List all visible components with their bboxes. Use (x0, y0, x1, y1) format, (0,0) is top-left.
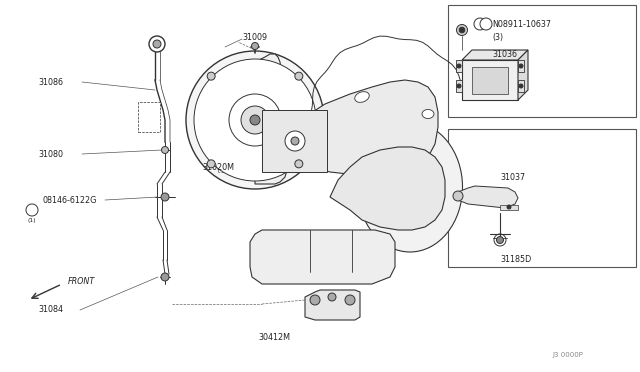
Ellipse shape (241, 106, 269, 134)
Circle shape (519, 84, 523, 88)
Circle shape (153, 40, 161, 48)
Text: N: N (484, 22, 488, 26)
Circle shape (295, 160, 303, 168)
Polygon shape (288, 80, 438, 177)
Bar (448, 129, 636, 267)
Text: 31036: 31036 (492, 49, 517, 58)
Circle shape (252, 42, 259, 49)
Text: J3 0000P: J3 0000P (552, 352, 583, 358)
Circle shape (161, 273, 169, 281)
Ellipse shape (186, 51, 324, 189)
Text: 31037: 31037 (500, 173, 525, 182)
Bar (448, 5, 636, 117)
Text: 31185D: 31185D (500, 256, 531, 264)
Text: FRONT: FRONT (68, 278, 95, 286)
Circle shape (295, 72, 303, 80)
Circle shape (26, 204, 38, 216)
Polygon shape (456, 80, 462, 92)
Polygon shape (518, 80, 524, 92)
Polygon shape (462, 50, 528, 60)
Polygon shape (255, 54, 290, 184)
Text: 31086: 31086 (38, 77, 63, 87)
Text: (3): (3) (492, 32, 503, 42)
Text: N08911-10637: N08911-10637 (492, 19, 551, 29)
Polygon shape (518, 60, 524, 72)
Circle shape (328, 293, 336, 301)
Ellipse shape (250, 115, 260, 125)
Polygon shape (472, 67, 508, 94)
Bar (138, 102, 160, 132)
Ellipse shape (355, 92, 369, 102)
Circle shape (457, 64, 461, 68)
Text: B: B (30, 208, 34, 212)
Circle shape (456, 25, 467, 35)
Circle shape (497, 237, 504, 244)
Text: 30412M: 30412M (258, 333, 290, 341)
Circle shape (459, 27, 465, 33)
Circle shape (291, 137, 299, 145)
Polygon shape (456, 60, 462, 72)
Ellipse shape (194, 59, 316, 181)
Circle shape (457, 84, 461, 88)
Circle shape (519, 64, 523, 68)
Circle shape (149, 36, 165, 52)
Circle shape (207, 160, 215, 168)
Polygon shape (330, 147, 445, 230)
Ellipse shape (358, 122, 463, 252)
Text: (1): (1) (28, 218, 36, 222)
Ellipse shape (422, 109, 434, 119)
Text: 31084: 31084 (38, 305, 63, 314)
Ellipse shape (229, 94, 281, 146)
Circle shape (474, 18, 486, 30)
Circle shape (480, 18, 492, 30)
Polygon shape (500, 205, 518, 210)
Circle shape (345, 295, 355, 305)
Circle shape (285, 131, 305, 151)
Circle shape (453, 191, 463, 201)
Text: N: N (477, 22, 483, 26)
Circle shape (507, 205, 511, 209)
Polygon shape (518, 50, 528, 100)
Polygon shape (458, 186, 518, 208)
Circle shape (161, 147, 168, 154)
Circle shape (310, 295, 320, 305)
Polygon shape (250, 230, 395, 284)
Text: 31020M: 31020M (202, 163, 234, 171)
FancyBboxPatch shape (262, 110, 327, 172)
Text: 31080: 31080 (38, 150, 63, 158)
Circle shape (207, 72, 215, 80)
Text: 31009: 31009 (242, 32, 267, 42)
Text: 08146-6122G: 08146-6122G (42, 196, 97, 205)
Polygon shape (462, 60, 518, 100)
Polygon shape (305, 290, 360, 320)
Circle shape (161, 193, 169, 201)
